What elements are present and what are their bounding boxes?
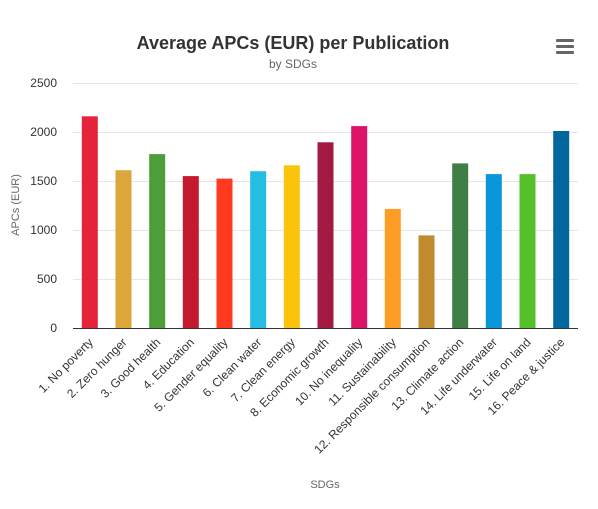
- y-axis-ticks: 0 500 1000 1500 2000 2500: [30, 76, 57, 335]
- y-axis-title: APCs (EUR): [10, 174, 22, 236]
- bar[interactable]: [485, 174, 502, 328]
- bar[interactable]: [182, 176, 199, 328]
- hamburger-icon-line: [556, 45, 574, 48]
- bar[interactable]: [351, 126, 368, 328]
- y-tick-label: 1000: [30, 223, 57, 237]
- y-tick-label: 2500: [30, 76, 57, 90]
- bar[interactable]: [216, 178, 233, 328]
- bar[interactable]: [317, 142, 334, 328]
- y-tick-label: 0: [50, 321, 57, 335]
- bar[interactable]: [384, 208, 401, 328]
- bar[interactable]: [81, 116, 98, 328]
- bar[interactable]: [250, 171, 267, 328]
- bar[interactable]: [553, 131, 570, 328]
- bar[interactable]: [418, 235, 435, 328]
- bar[interactable]: [115, 170, 132, 328]
- bar[interactable]: [452, 163, 469, 328]
- chart-menu-button[interactable]: [552, 36, 578, 60]
- hamburger-icon: [556, 39, 574, 42]
- bars: [81, 116, 570, 328]
- chart-subtitle: by SDGs: [269, 57, 317, 71]
- hamburger-icon-line: [556, 51, 574, 54]
- y-tick-label: 2000: [30, 125, 57, 139]
- x-axis-title: SDGs: [310, 479, 340, 491]
- y-tick-label: 1500: [30, 174, 57, 188]
- bar[interactable]: [149, 154, 166, 328]
- chart-title: Average APCs (EUR) per Publication: [137, 33, 450, 53]
- bar[interactable]: [519, 174, 536, 328]
- y-tick-label: 500: [37, 272, 57, 286]
- bar[interactable]: [283, 165, 300, 328]
